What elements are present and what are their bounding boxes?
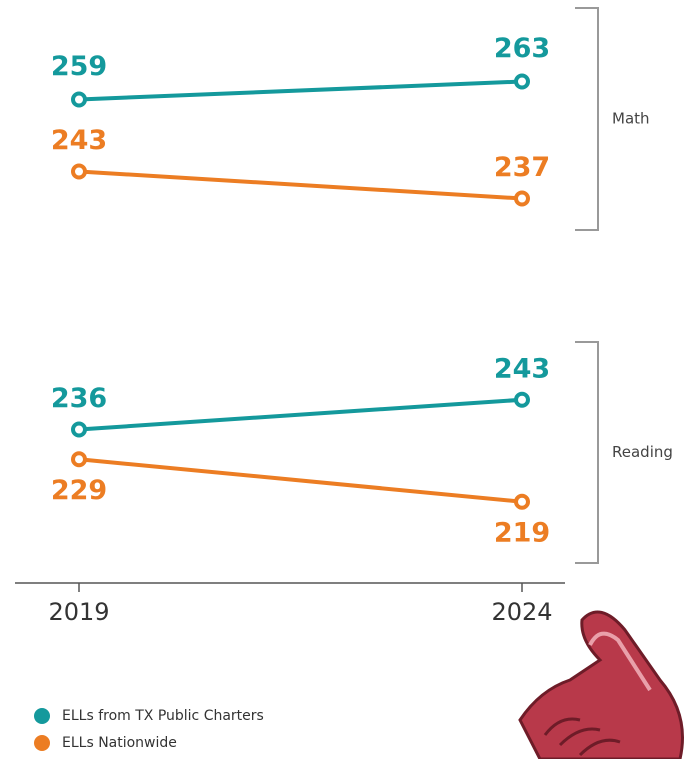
data-label: 237 xyxy=(494,152,550,183)
panel-bracket xyxy=(575,341,599,564)
series-line xyxy=(78,457,523,504)
point-marker xyxy=(71,91,87,108)
series-line xyxy=(78,397,523,432)
legend-label: ELLs Nationwide xyxy=(62,735,177,751)
point-marker xyxy=(514,190,530,207)
data-label: 243 xyxy=(494,353,550,384)
point-marker xyxy=(71,163,87,180)
legend-swatch xyxy=(34,735,50,751)
x-tick-label: 2024 xyxy=(491,598,552,626)
data-label: 236 xyxy=(51,383,107,414)
legend-swatch xyxy=(34,708,50,724)
series-line xyxy=(78,79,523,102)
data-label: 243 xyxy=(51,125,107,156)
point-marker xyxy=(71,451,87,468)
panel-label: Math xyxy=(612,110,650,128)
point-marker xyxy=(71,421,87,438)
x-tick-label: 2019 xyxy=(48,598,109,626)
data-label: 219 xyxy=(494,517,550,548)
panel-label: Reading xyxy=(612,443,673,461)
panel-bracket xyxy=(575,7,599,231)
legend-label: ELLs from TX Public Charters xyxy=(62,708,264,724)
data-label: 263 xyxy=(494,33,550,64)
point-marker xyxy=(514,391,530,408)
data-label: 229 xyxy=(51,475,107,506)
point-marker xyxy=(514,73,530,90)
foam-finger xyxy=(518,610,684,759)
data-label: 259 xyxy=(51,51,107,82)
series-line xyxy=(78,169,523,201)
point-marker xyxy=(514,493,530,510)
